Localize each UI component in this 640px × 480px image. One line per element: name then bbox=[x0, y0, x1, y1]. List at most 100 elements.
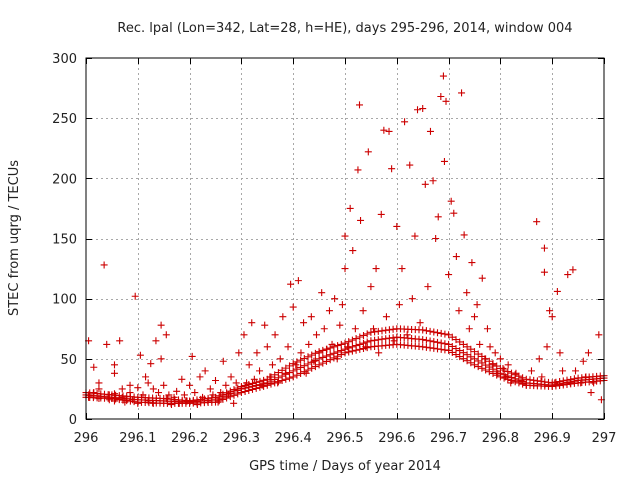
data-point bbox=[445, 340, 453, 348]
data-point bbox=[377, 210, 385, 218]
data-point bbox=[401, 118, 409, 126]
data-point bbox=[279, 313, 287, 321]
data-point bbox=[364, 148, 372, 156]
x-axis-label: GPS time / Days of year 2014 bbox=[249, 459, 441, 474]
data-point bbox=[440, 157, 448, 165]
x-tick-label: 296.8 bbox=[482, 431, 519, 446]
data-point bbox=[126, 381, 134, 389]
data-point bbox=[152, 337, 160, 345]
y-tick-label: 0 bbox=[69, 413, 77, 428]
data-point bbox=[331, 295, 339, 303]
data-point bbox=[325, 307, 333, 315]
data-point bbox=[341, 232, 349, 240]
data-point bbox=[535, 355, 543, 363]
data-point bbox=[559, 377, 567, 385]
data-point bbox=[441, 330, 449, 338]
data-point bbox=[131, 292, 139, 300]
data-point bbox=[160, 381, 168, 389]
data-point bbox=[459, 340, 467, 348]
data-point bbox=[471, 313, 478, 321]
data-point bbox=[500, 366, 508, 374]
data-point bbox=[385, 127, 393, 135]
data-point bbox=[419, 336, 427, 344]
data-point bbox=[473, 301, 481, 309]
data-point bbox=[286, 362, 293, 370]
data-point bbox=[248, 319, 256, 327]
data-point bbox=[456, 353, 464, 361]
data-point bbox=[519, 374, 527, 382]
data-point bbox=[572, 367, 580, 375]
data-point bbox=[482, 355, 490, 363]
y-tick-label: 150 bbox=[52, 233, 77, 248]
data-point bbox=[448, 333, 456, 341]
data-point bbox=[482, 361, 490, 369]
data-point bbox=[336, 321, 344, 329]
data-point bbox=[504, 368, 512, 376]
data-point bbox=[219, 357, 227, 365]
data-point bbox=[430, 338, 438, 346]
data-point bbox=[95, 385, 103, 393]
data-point bbox=[463, 357, 471, 365]
data-point bbox=[348, 336, 356, 344]
y-tick-label: 250 bbox=[52, 112, 77, 127]
data-point bbox=[579, 357, 587, 365]
axis-ticks bbox=[86, 58, 605, 420]
data-point bbox=[300, 354, 308, 362]
data-point bbox=[330, 343, 338, 351]
data-point bbox=[483, 325, 491, 333]
data-point bbox=[323, 345, 330, 353]
x-tick-label: 296.4 bbox=[275, 431, 312, 446]
data-point bbox=[320, 325, 328, 333]
data-point bbox=[447, 197, 455, 205]
data-point bbox=[556, 378, 564, 386]
data-point bbox=[294, 277, 302, 285]
data-point bbox=[553, 287, 561, 295]
data-point bbox=[375, 349, 383, 357]
data-point bbox=[478, 352, 486, 360]
data-point bbox=[212, 376, 219, 384]
y-tick-labels: 0 50 100 150 200 250 300 bbox=[52, 52, 77, 428]
data-point bbox=[452, 351, 460, 359]
data-point bbox=[219, 390, 227, 398]
data-point bbox=[313, 331, 321, 339]
data-point bbox=[348, 343, 356, 351]
data-point bbox=[144, 379, 152, 387]
data-point bbox=[345, 344, 353, 352]
data-point bbox=[330, 349, 338, 357]
data-point bbox=[326, 351, 334, 359]
data-point bbox=[543, 343, 551, 351]
data-point bbox=[334, 342, 342, 350]
x-tick-label: 296 bbox=[74, 431, 99, 446]
data-point bbox=[356, 340, 364, 348]
data-points bbox=[82, 72, 608, 409]
data-point bbox=[465, 325, 473, 333]
data-point bbox=[504, 361, 512, 369]
data-point bbox=[315, 348, 323, 356]
data-point bbox=[315, 361, 323, 369]
data-point bbox=[245, 380, 253, 388]
data-point bbox=[595, 331, 603, 339]
data-point bbox=[434, 213, 442, 221]
data-point bbox=[515, 372, 523, 380]
data-point bbox=[380, 126, 388, 134]
x-tick-label: 296.7 bbox=[430, 431, 467, 446]
data-point bbox=[90, 363, 98, 371]
data-point bbox=[249, 379, 256, 387]
data-point bbox=[282, 370, 290, 378]
data-point bbox=[452, 345, 460, 353]
data-point bbox=[471, 361, 478, 369]
data-point bbox=[300, 368, 308, 376]
data-point bbox=[489, 360, 497, 368]
data-point bbox=[474, 357, 482, 365]
data-point bbox=[196, 373, 204, 381]
data-point bbox=[445, 331, 453, 339]
data-point bbox=[351, 325, 359, 333]
data-point bbox=[311, 357, 319, 365]
data-point bbox=[165, 391, 173, 399]
data-point bbox=[357, 216, 365, 224]
data-point bbox=[293, 371, 301, 379]
data-point bbox=[226, 387, 234, 395]
data-point bbox=[540, 268, 548, 276]
data-point bbox=[491, 349, 499, 357]
